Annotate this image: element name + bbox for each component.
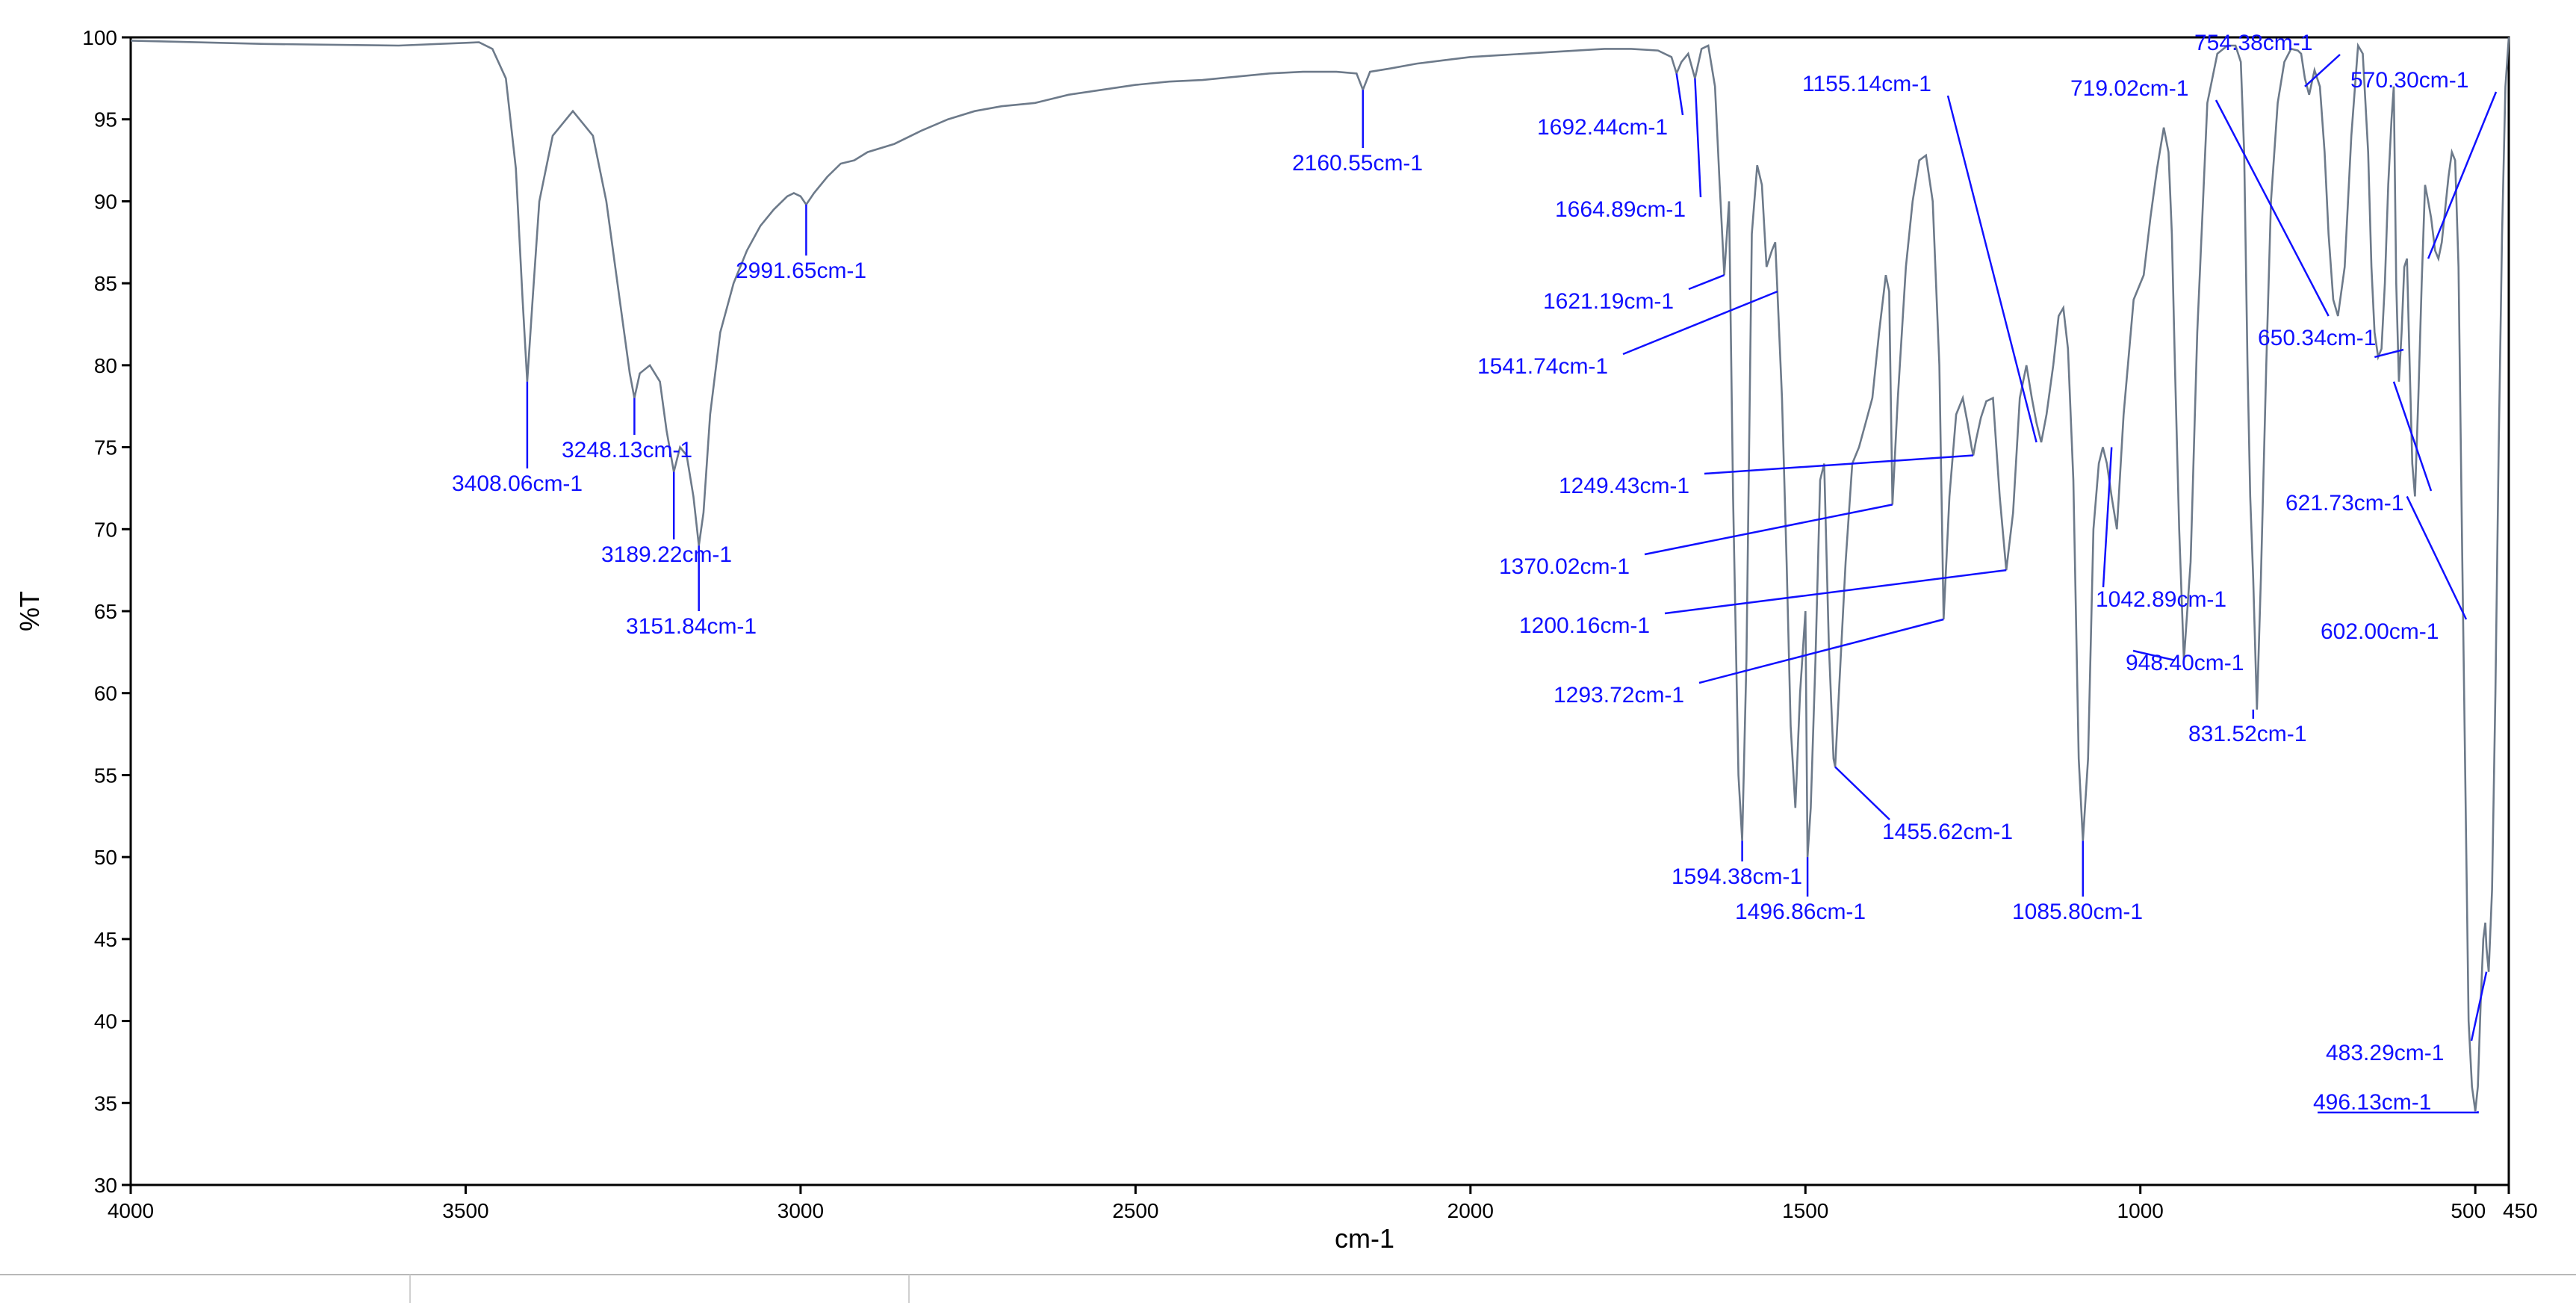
peak-label: 1370.02cm-1 xyxy=(1499,554,1630,579)
peak-leader xyxy=(1834,766,1890,820)
status-separator xyxy=(409,1275,411,1303)
peak-label: 602.00cm-1 xyxy=(2321,619,2439,644)
peak-label: 1496.86cm-1 xyxy=(1735,900,1866,924)
x-axis-title: cm-1 xyxy=(1335,1223,1394,1254)
y-tick-label: 30 xyxy=(94,1174,117,1197)
y-axis-title: %T xyxy=(14,591,45,631)
y-tick-label: 55 xyxy=(94,764,117,787)
peak-label: 483.29cm-1 xyxy=(2326,1041,2444,1065)
peak-leader xyxy=(1622,290,1778,356)
y-tick-label: 85 xyxy=(94,272,117,295)
y-tick-label: 80 xyxy=(94,354,117,377)
peak-label: 1692.44cm-1 xyxy=(1537,115,1668,140)
y-tick-label: 40 xyxy=(94,1010,117,1033)
peak-leader xyxy=(2132,649,2176,662)
x-tick-label: 4000 xyxy=(108,1199,154,1222)
peak-label: 2991.65cm-1 xyxy=(736,259,866,283)
x-tick-label: 2000 xyxy=(1447,1199,1494,1222)
peak-label: 3189.22cm-1 xyxy=(601,542,732,567)
peak-label: 1664.89cm-1 xyxy=(1555,197,1686,222)
y-tick-label: 95 xyxy=(94,108,117,131)
y-tick-label: 35 xyxy=(94,1092,117,1115)
peak-label: 1200.16cm-1 xyxy=(1519,613,1650,638)
peak-label: 1249.43cm-1 xyxy=(1559,474,1689,498)
peak-leader xyxy=(2427,91,2498,259)
peak-label: 650.34cm-1 xyxy=(2258,326,2376,350)
peak-label: 754.38cm-1 xyxy=(2194,31,2312,55)
status-divider xyxy=(0,1274,2576,1275)
peak-label: 948.40cm-1 xyxy=(2126,651,2244,675)
spectrum-trace xyxy=(130,37,2510,1112)
peak-leader xyxy=(1675,73,1684,116)
peak-leader xyxy=(2374,348,2404,359)
x-tick-label: 3000 xyxy=(778,1199,824,1222)
peak-leader xyxy=(1704,454,1974,475)
peak-label: 831.52cm-1 xyxy=(2188,722,2306,746)
peak-label: 3151.84cm-1 xyxy=(626,614,757,639)
peak-leader xyxy=(2470,971,2488,1042)
x-tick-label: 3500 xyxy=(442,1199,488,1222)
peak-label: 1541.74cm-1 xyxy=(1477,354,1608,379)
peak-leader xyxy=(2392,381,2433,492)
peak-leader xyxy=(2318,1111,2479,1114)
peak-leader xyxy=(2102,447,2113,588)
peak-leader xyxy=(1694,78,1702,198)
status-separator xyxy=(908,1275,910,1303)
peak-label: 621.73cm-1 xyxy=(2285,491,2403,516)
x-tick-label: 500 xyxy=(2451,1199,2486,1222)
peak-label: 1155.14cm-1 xyxy=(1802,72,1931,96)
peak-label: 3408.06cm-1 xyxy=(452,471,583,496)
y-tick-label: 50 xyxy=(94,846,117,869)
peak-label: 496.13cm-1 xyxy=(2313,1090,2431,1115)
x-tick-label: 450 xyxy=(2503,1199,2538,1222)
peak-label: 719.02cm-1 xyxy=(2070,76,2188,101)
peak-leader xyxy=(2406,495,2468,620)
peak-leader xyxy=(1664,569,2007,615)
x-tick-label: 1000 xyxy=(2117,1199,2164,1222)
peak-label: 2160.55cm-1 xyxy=(1292,151,1423,176)
peak-label: 1594.38cm-1 xyxy=(1672,864,1802,889)
peak-leader xyxy=(1644,504,1893,556)
peak-leader xyxy=(2304,54,2341,87)
peak-label: 1085.80cm-1 xyxy=(2012,900,2143,924)
y-tick-label: 90 xyxy=(94,190,117,213)
y-tick-label: 60 xyxy=(94,682,117,705)
peak-leader xyxy=(2215,99,2330,317)
y-tick-label: 75 xyxy=(94,436,117,459)
y-tick-label: 65 xyxy=(94,600,117,623)
peak-leader xyxy=(1946,95,2037,443)
peak-leader xyxy=(1688,274,1725,291)
peak-leader xyxy=(1698,618,1944,684)
peak-label: 1455.62cm-1 xyxy=(1882,820,2013,844)
peak-label: 1293.72cm-1 xyxy=(1554,683,1684,708)
y-tick-label: 70 xyxy=(94,518,117,541)
x-tick-label: 2500 xyxy=(1112,1199,1158,1222)
peak-label: 570.30cm-1 xyxy=(2350,68,2468,93)
y-tick-label: 100 xyxy=(82,26,117,49)
peak-label: 1621.19cm-1 xyxy=(1543,289,1674,314)
x-tick-label: 1500 xyxy=(1782,1199,1828,1222)
peak-label: 3248.13cm-1 xyxy=(562,438,692,462)
y-tick-label: 45 xyxy=(94,928,117,951)
peak-label: 1042.89cm-1 xyxy=(2096,587,2226,612)
